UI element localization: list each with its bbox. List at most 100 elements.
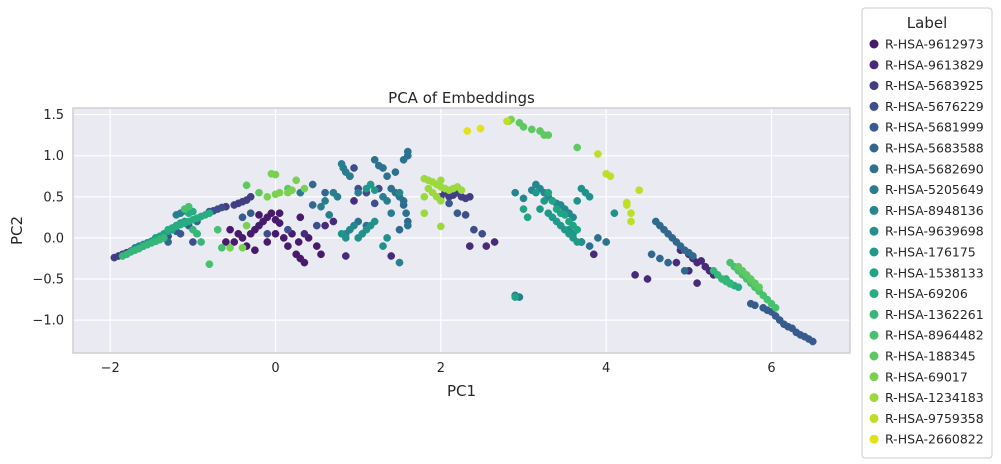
data-point [263,238,272,246]
data-point [321,221,329,230]
data-point [325,211,334,219]
legend-label: R-HSA-188345 [885,349,976,364]
legend-item: R-HSA-188345 [869,349,976,364]
data-point [436,176,445,185]
data-point [312,221,321,230]
data-point [424,184,433,193]
data-point [689,252,697,260]
data-point [294,238,303,246]
legend-marker [869,205,879,215]
series-R-HSA-188345 [242,118,763,292]
data-point [300,184,309,193]
legend-label: R-HSA-5681999 [885,120,984,135]
data-point [387,252,396,260]
legend-item: R-HSA-5681999 [869,120,984,135]
data-point [445,199,453,208]
data-point [193,229,201,238]
legend-marker [869,289,879,299]
data-point [490,238,499,246]
legend-label: R-HSA-5683925 [885,78,984,93]
legend-item: R-HSA-1362261 [869,307,984,322]
data-point [160,234,168,242]
data-point [279,234,288,242]
legend-marker [869,330,879,340]
legend-label: R-HSA-5676229 [885,99,984,114]
x-tick-label: −2 [101,361,120,376]
legend-title: Label [907,14,947,32]
data-point [275,209,284,218]
data-points [110,115,817,346]
data-point [403,221,412,230]
legend-label: R-HSA-8964482 [885,328,984,343]
data-point [296,213,305,222]
data-point [292,176,301,185]
plot-border [72,107,851,354]
data-point [213,225,222,234]
legend-marker [869,164,879,174]
data-point [312,242,321,250]
data-point [680,266,689,275]
legend-marker [869,185,879,195]
legend-label: R-HSA-1538133 [885,265,984,280]
x-tick-label: 2 [437,361,445,376]
data-point [329,217,338,226]
data-point [255,188,263,197]
data-point [461,211,470,219]
legend-label: R-HSA-1362261 [885,307,984,322]
legend-item: R-HSA-69206 [869,286,968,301]
data-point [478,229,487,238]
data-point [395,258,404,267]
series-R-HSA-9613829 [300,197,718,287]
data-point [540,197,549,205]
legend-item: R-HSA-5683925 [869,78,984,93]
data-point [246,192,255,201]
data-point [189,207,197,216]
data-point [226,225,234,234]
legend-item: R-HSA-8948136 [869,203,984,218]
data-point [402,209,410,218]
data-point [284,225,292,234]
data-point [217,243,226,252]
data-point [763,306,772,315]
data-point [519,205,528,213]
data-point [308,180,317,189]
legend-item: R-HSA-9612973 [869,37,984,52]
legend-label: R-HSA-5683588 [885,141,984,156]
x-tick-label: 6 [767,361,775,376]
data-point [573,143,582,152]
data-point [391,168,400,176]
data-point [573,225,582,234]
legend-items: R-HSA-9612973 R-HSA-9613829 R-HSA-5683925 R… [869,37,984,447]
series-R-HSA-1362261 [118,225,734,288]
legend-marker [869,413,879,423]
data-point [317,202,325,211]
data-point [511,188,520,197]
data-point [573,197,582,205]
legend-marker [869,101,879,111]
data-point [271,229,280,238]
data-point [465,192,474,201]
legend-item: R-HSA-9613829 [869,57,984,72]
data-point [238,243,247,252]
data-point [350,221,358,230]
data-point [503,117,511,126]
data-point [544,188,553,197]
data-point [465,242,474,250]
data-point [457,186,466,195]
data-point [354,188,363,197]
series-R-HSA-5683588 [164,180,697,275]
data-point [399,155,408,164]
data-point [267,209,276,218]
data-point [585,242,594,250]
legend-label: R-HSA-69017 [885,369,968,384]
legend: Label R-HSA-9612973 R-HSA-9613829 R-HSA-56… [861,7,993,459]
legend-box [861,7,993,459]
data-point [589,250,598,259]
data-point [370,186,379,195]
legend-item: R-HSA-176175 [869,245,976,260]
legend-item: R-HSA-2660822 [869,432,984,447]
data-point [275,219,284,227]
chart-title: PCA of Embeddings [388,89,535,107]
legend-marker [869,351,879,361]
series-R-HSA-1234183 [420,174,466,231]
